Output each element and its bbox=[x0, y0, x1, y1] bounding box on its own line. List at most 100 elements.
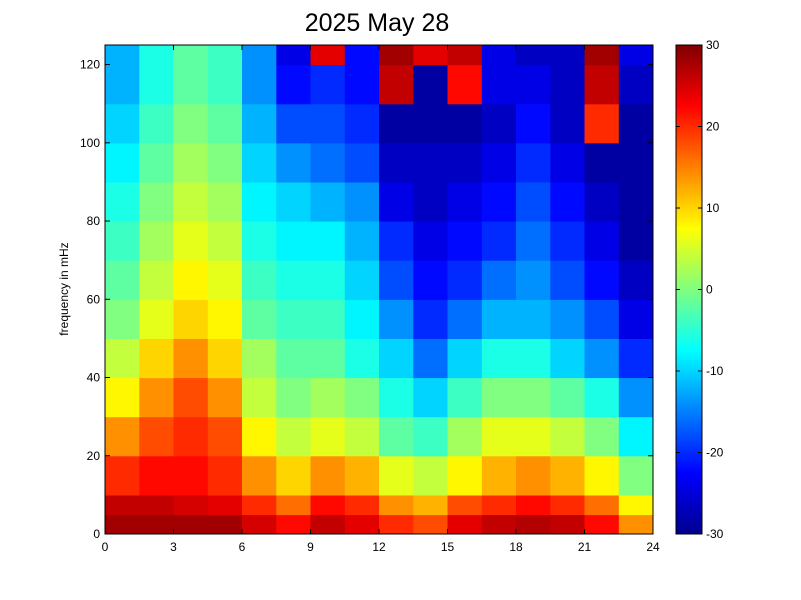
heatmap-cell bbox=[344, 338, 380, 379]
heatmap-cell bbox=[242, 299, 277, 339]
colorbar-axis: 30 20 10 0 -10 -20 -30 bbox=[676, 38, 724, 541]
heatmap-cell bbox=[310, 103, 346, 144]
heatmap-cell bbox=[413, 103, 449, 144]
heatmap-cell bbox=[481, 338, 517, 379]
heatmap-cell bbox=[207, 221, 243, 261]
heatmap-cell bbox=[207, 338, 243, 379]
heatmap-cell bbox=[344, 299, 380, 339]
heatmap-cell bbox=[550, 338, 586, 379]
heatmap-cell bbox=[550, 455, 586, 496]
heatmap-cell bbox=[413, 221, 449, 261]
heatmap-cell bbox=[447, 260, 483, 300]
heatmap-cell bbox=[379, 494, 414, 516]
heatmap-cell bbox=[173, 181, 209, 222]
heatmap-cell bbox=[310, 299, 346, 339]
heatmap-cell bbox=[242, 221, 277, 261]
heatmap-cell bbox=[344, 260, 380, 300]
heatmap-cell bbox=[379, 416, 414, 457]
heatmap-cell bbox=[516, 299, 551, 339]
x-tick-label: 21 bbox=[578, 540, 592, 554]
heatmap-cell bbox=[139, 338, 175, 379]
heatmap-cell bbox=[447, 494, 483, 516]
heatmap-cell bbox=[207, 455, 243, 496]
heatmap-cell bbox=[618, 494, 653, 516]
colorbar-tick-label: 10 bbox=[706, 201, 720, 215]
heatmap-cell bbox=[618, 181, 653, 222]
heatmap-cell bbox=[447, 455, 483, 496]
heatmap-cell bbox=[379, 103, 414, 144]
heatmap-cell bbox=[276, 64, 312, 105]
heatmap-cell bbox=[379, 142, 414, 183]
heatmap-cell bbox=[481, 260, 517, 300]
y-tick-label: 60 bbox=[87, 292, 101, 306]
heatmap-cell bbox=[139, 221, 175, 261]
heatmap-cell bbox=[139, 45, 175, 66]
heatmap-cell bbox=[550, 260, 586, 300]
heatmap-cell bbox=[584, 455, 620, 496]
heatmap-cell bbox=[550, 221, 586, 261]
heatmap-cell bbox=[584, 142, 620, 183]
heatmap-cell bbox=[105, 338, 140, 379]
heatmap-cell bbox=[242, 64, 277, 105]
heatmap-cell bbox=[310, 64, 346, 105]
heatmap-cell bbox=[618, 514, 653, 534]
heatmap-cell bbox=[276, 494, 312, 516]
heatmap-cell bbox=[276, 514, 312, 534]
heatmap-cell bbox=[344, 416, 380, 457]
heatmap-cell bbox=[173, 455, 209, 496]
heatmap-cell bbox=[516, 221, 551, 261]
heatmap-cell bbox=[550, 64, 586, 105]
heatmap-cell bbox=[207, 45, 243, 66]
heatmap-cell bbox=[105, 181, 140, 222]
heatmap-cell bbox=[584, 377, 620, 418]
heatmap-cell bbox=[173, 338, 209, 379]
heatmap-cell bbox=[584, 494, 620, 516]
colorbar bbox=[675, 44, 703, 535]
heatmap-cell bbox=[344, 181, 380, 222]
colorbar-tick-label: 20 bbox=[706, 120, 720, 134]
heatmap-cell bbox=[242, 181, 277, 222]
x-tick-label: 18 bbox=[509, 540, 523, 554]
heatmap-cell bbox=[207, 142, 243, 183]
heatmap-cell bbox=[584, 181, 620, 222]
heatmap-cell bbox=[481, 181, 517, 222]
heatmap-cell bbox=[447, 142, 483, 183]
heatmap-cell bbox=[584, 338, 620, 379]
heatmap-cell bbox=[344, 142, 380, 183]
heatmap-cell bbox=[447, 221, 483, 261]
heatmap-cell bbox=[516, 494, 551, 516]
heatmap-cell bbox=[310, 494, 346, 516]
heatmap-cell bbox=[276, 260, 312, 300]
y-tick-label: 20 bbox=[87, 449, 101, 463]
heatmap-cell bbox=[447, 514, 483, 534]
heatmap-cell bbox=[550, 181, 586, 222]
heatmap-cell bbox=[139, 494, 175, 516]
heatmap-cell bbox=[139, 377, 175, 418]
heatmap-cell bbox=[242, 260, 277, 300]
heatmap-cell bbox=[516, 260, 551, 300]
heatmap-cell bbox=[276, 299, 312, 339]
heatmap-cell bbox=[447, 416, 483, 457]
heatmap-cell bbox=[207, 494, 243, 516]
heatmap-cell bbox=[516, 416, 551, 457]
heatmap-cell bbox=[447, 299, 483, 339]
heatmap-cell bbox=[481, 221, 517, 261]
heatmap-cell bbox=[584, 260, 620, 300]
heatmap-cell bbox=[379, 455, 414, 496]
heatmap-cell bbox=[344, 377, 380, 418]
heatmap-cell bbox=[242, 338, 277, 379]
heatmap-cell bbox=[413, 338, 449, 379]
heatmap-cell bbox=[413, 142, 449, 183]
heatmap-cell bbox=[618, 416, 653, 457]
heatmap-cell bbox=[173, 299, 209, 339]
heatmap-cell bbox=[139, 103, 175, 144]
heatmap-cell bbox=[481, 494, 517, 516]
heatmap-cell bbox=[207, 103, 243, 144]
heatmap-cell bbox=[207, 181, 243, 222]
heatmap-cell bbox=[276, 142, 312, 183]
heatmap-cell bbox=[139, 142, 175, 183]
heatmap-cell bbox=[413, 377, 449, 418]
colorbar-tick-label: -10 bbox=[706, 364, 724, 378]
heatmap-cell bbox=[242, 377, 277, 418]
heatmap-cell bbox=[618, 103, 653, 144]
